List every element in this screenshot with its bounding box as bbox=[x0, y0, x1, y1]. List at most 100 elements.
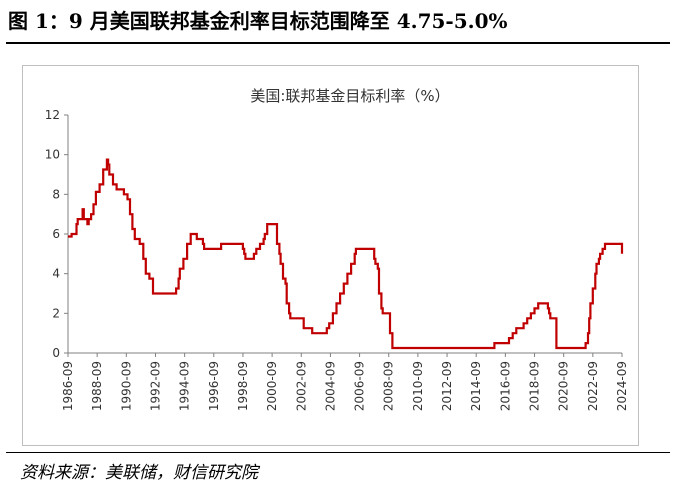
data-point bbox=[183, 258, 184, 259]
data-point bbox=[109, 174, 110, 175]
data-point bbox=[95, 191, 96, 192]
data-point bbox=[516, 328, 517, 329]
top-divider bbox=[6, 42, 670, 44]
data-point bbox=[620, 243, 621, 244]
data-point bbox=[263, 238, 264, 239]
data-point bbox=[523, 323, 524, 324]
data-point bbox=[76, 224, 77, 225]
data-point bbox=[91, 214, 92, 215]
x-tick-label: 2010-09 bbox=[411, 361, 425, 411]
data-point bbox=[589, 318, 590, 319]
data-point bbox=[585, 343, 586, 344]
data-point bbox=[512, 333, 513, 334]
data-point bbox=[347, 273, 348, 274]
data-point bbox=[145, 273, 146, 274]
data-point bbox=[392, 347, 393, 348]
data-point bbox=[587, 333, 588, 334]
data-point bbox=[538, 303, 539, 304]
x-tick-label: 1988-09 bbox=[90, 361, 104, 411]
series-layer bbox=[67, 158, 624, 350]
data-point bbox=[84, 219, 85, 220]
x-tick-label: 2002-09 bbox=[294, 361, 308, 411]
data-point bbox=[592, 288, 593, 289]
data-point bbox=[282, 278, 283, 279]
data-point bbox=[604, 243, 605, 244]
data-point bbox=[598, 258, 599, 259]
bottom-divider bbox=[6, 452, 670, 453]
data-point bbox=[264, 233, 265, 234]
data-point bbox=[245, 258, 246, 259]
data-point bbox=[242, 248, 243, 249]
data-point bbox=[382, 313, 383, 314]
data-point bbox=[340, 293, 341, 294]
data-point bbox=[75, 233, 76, 234]
data-point bbox=[112, 184, 113, 185]
data-point bbox=[134, 238, 135, 239]
x-axis: 1986-09 1988-09 1990-09 1992-09 1994-09 1996-… bbox=[61, 352, 629, 411]
x-tick-label: 1986-09 bbox=[61, 361, 75, 411]
data-point bbox=[550, 318, 551, 319]
data-point bbox=[253, 253, 254, 254]
data-point bbox=[88, 219, 89, 220]
x-tick-label: 2016-09 bbox=[498, 361, 512, 411]
chart-title: 美国:联邦基金目标利率（%） bbox=[250, 87, 449, 105]
x-tick-label: 2022-09 bbox=[586, 361, 600, 411]
x-tick-label: 2008-09 bbox=[382, 361, 396, 411]
series-line-fed-funds-rate bbox=[68, 158, 624, 350]
data-point bbox=[336, 303, 337, 304]
x-tick-label: 2004-09 bbox=[323, 361, 337, 411]
data-point bbox=[143, 258, 144, 259]
x-tick-label: 1990-09 bbox=[119, 361, 133, 411]
data-point bbox=[343, 283, 344, 284]
data-point bbox=[377, 268, 378, 269]
data-point bbox=[285, 283, 286, 284]
data-point bbox=[187, 243, 188, 244]
data-point bbox=[256, 248, 257, 249]
x-tick-label: 2024-09 bbox=[615, 361, 629, 411]
data-point bbox=[355, 248, 356, 249]
data-point bbox=[378, 293, 379, 294]
data-point bbox=[267, 224, 268, 225]
data-point bbox=[596, 263, 597, 264]
y-tick-label: 2 bbox=[52, 306, 60, 320]
data-point bbox=[176, 288, 177, 289]
data-point bbox=[621, 253, 622, 254]
data-point bbox=[332, 313, 333, 314]
data-point bbox=[82, 209, 83, 210]
data-point bbox=[602, 248, 603, 249]
data-point bbox=[527, 318, 528, 319]
y-tick-label: 12 bbox=[45, 108, 60, 122]
data-point bbox=[127, 199, 128, 200]
data-point bbox=[190, 233, 191, 234]
data-point bbox=[99, 184, 100, 185]
data-point bbox=[329, 323, 330, 324]
data-point bbox=[204, 248, 205, 249]
data-point bbox=[149, 278, 150, 279]
data-point bbox=[494, 343, 495, 344]
data-point bbox=[595, 273, 596, 274]
data-point bbox=[508, 338, 509, 339]
x-tick-label: 2000-09 bbox=[265, 361, 279, 411]
x-tick-label: 1994-09 bbox=[178, 361, 192, 411]
y-tick-label: 0 bbox=[52, 346, 60, 360]
data-point bbox=[123, 194, 124, 195]
source-note: 资料来源：美联储，财信研究院 bbox=[20, 463, 258, 483]
data-point bbox=[312, 333, 313, 334]
data-point bbox=[106, 159, 107, 160]
data-point bbox=[354, 253, 355, 254]
data-point bbox=[67, 236, 68, 237]
data-point bbox=[71, 233, 72, 234]
data-point bbox=[108, 164, 109, 165]
data-point bbox=[290, 318, 291, 319]
data-point bbox=[77, 219, 78, 220]
data-point bbox=[375, 263, 376, 264]
y-tick-label: 6 bbox=[52, 227, 60, 241]
data-point bbox=[280, 263, 281, 264]
y-tick-label: 4 bbox=[52, 267, 60, 281]
data-point bbox=[116, 189, 117, 190]
x-tick-label: 2018-09 bbox=[528, 361, 542, 411]
data-point bbox=[152, 293, 153, 294]
y-tick-label: 8 bbox=[52, 187, 60, 201]
data-point bbox=[374, 258, 375, 259]
